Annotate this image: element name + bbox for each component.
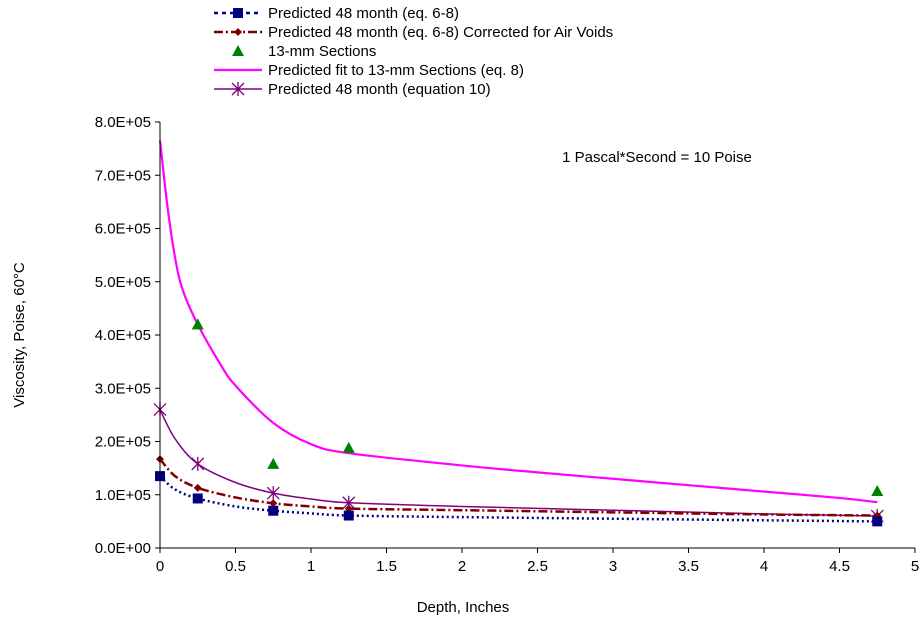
legend-marker [231,82,245,96]
data-point [266,486,280,501]
y-tick-label: 3.0E+05 [95,380,151,397]
series-3 [191,318,884,497]
y-tick-label: 2.0E+05 [95,434,151,451]
x-tick-label: 4 [760,558,768,575]
data-point [268,505,279,516]
x-tick-label: 3.5 [678,558,699,575]
x-tick-label: 0 [156,558,164,575]
y-axis-ticks: 0.0E+00 1.0E+05 2.0E+05 3.0E+05 4.0E+05 5.0E+… [95,114,160,557]
data-point [269,499,278,508]
y-tick-label: 6.0E+05 [95,221,151,238]
y-tick-label: 8.0E+05 [95,114,151,131]
legend-marker [233,8,243,18]
data-point [342,441,355,453]
legend-marker [232,45,244,56]
legend-item: Predicted 48 month (eq. 6-8) Corrected f… [214,24,613,41]
x-tick-label: 2.5 [527,558,548,575]
x-tick-label: 2 [458,558,466,575]
plot-area [153,140,884,527]
y-tick-label: 7.0E+05 [95,167,151,184]
x-tick-label: 3 [609,558,617,575]
y-tick-label: 4.0E+05 [95,327,151,344]
x-axis-ticks: 0 0.5 1 1.5 2 2.5 3 3.5 4 4.5 5 [156,548,919,575]
legend-label: Predicted fit to 13-mm Sections (eq. 8) [268,62,524,79]
series-line [159,409,878,517]
unit-annotation: 1 Pascal*Second = 10 Poise [562,149,752,166]
series-5 [153,402,884,524]
x-tick-label: 4.5 [829,558,850,575]
x-tick-label: 5 [911,558,919,575]
data-point [267,457,280,469]
legend-label: Predicted 48 month (equation 10) [268,81,491,98]
legend-item: Predicted fit to 13-mm Sections (eq. 8) [214,62,524,79]
data-point [193,483,202,492]
legend-item: Predicted 48 month (eq. 6-8) [214,5,459,22]
data-point [191,318,204,330]
x-tick-label: 1.5 [376,558,397,575]
y-axis-title: Viscosity, Poise, 60°C [11,262,28,408]
legend-label: 13-mm Sections [268,43,376,60]
data-point [343,510,354,521]
series-line [159,458,878,517]
legend-item: 13-mm Sections [232,43,376,60]
data-point [872,516,883,527]
x-axis-title: Depth, Inches [417,599,510,616]
x-tick-label: 1 [307,558,315,575]
legend-item: Predicted 48 month (equation 10) [214,81,491,98]
series-2 [156,455,882,520]
series-line [158,140,878,504]
legend-label: Predicted 48 month (eq. 6-8) [268,5,459,22]
y-tick-label: 0.0E+00 [95,540,151,557]
data-point [191,456,205,471]
legend: Predicted 48 month (eq. 6-8) Predicted 48… [214,5,613,98]
y-tick-label: 5.0E+05 [95,274,151,291]
legend-marker [234,28,242,36]
series-1 [155,471,883,527]
legend-label: Predicted 48 month (eq. 6-8) Corrected f… [268,24,613,41]
x-tick-label: 0.5 [225,558,246,575]
series-4 [158,140,878,504]
data-point [871,485,884,497]
data-point [192,493,203,504]
y-tick-label: 1.0E+05 [95,487,151,504]
